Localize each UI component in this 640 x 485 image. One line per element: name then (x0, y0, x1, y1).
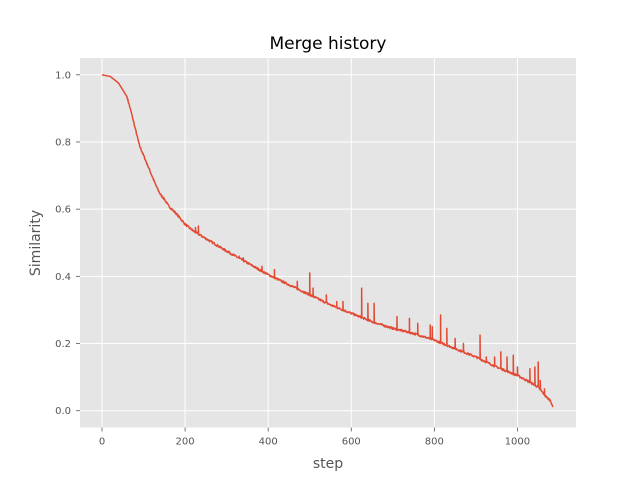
y-axis-label: Similarity (28, 210, 44, 276)
y-tick-label: 1.0 (55, 70, 71, 81)
grid-lines (80, 58, 576, 428)
axis-ticks (76, 74, 518, 432)
x-axis-label: step (313, 456, 343, 472)
plot-background (80, 58, 576, 428)
series-line (101, 74, 554, 408)
chart-title: Merge history (270, 34, 387, 54)
x-tick-label: 200 (176, 437, 195, 448)
y-tick-label: 0.2 (55, 339, 71, 350)
x-tick-label: 1000 (505, 437, 530, 448)
y-tick-label: 0.0 (55, 406, 71, 417)
x-tick-label: 800 (425, 437, 444, 448)
y-tick-label: 0.4 (55, 272, 71, 283)
y-tick-label: 0.8 (55, 137, 71, 148)
x-tick-label: 600 (342, 437, 361, 448)
x-tick-label: 400 (259, 437, 278, 448)
x-tick-label: 0 (99, 437, 105, 448)
tick-labels: 0 200 400 600 800 1000 0.0 0.2 0.4 0.6 0.8 1.0 (55, 70, 530, 447)
y-tick-label: 0.6 (55, 205, 71, 216)
